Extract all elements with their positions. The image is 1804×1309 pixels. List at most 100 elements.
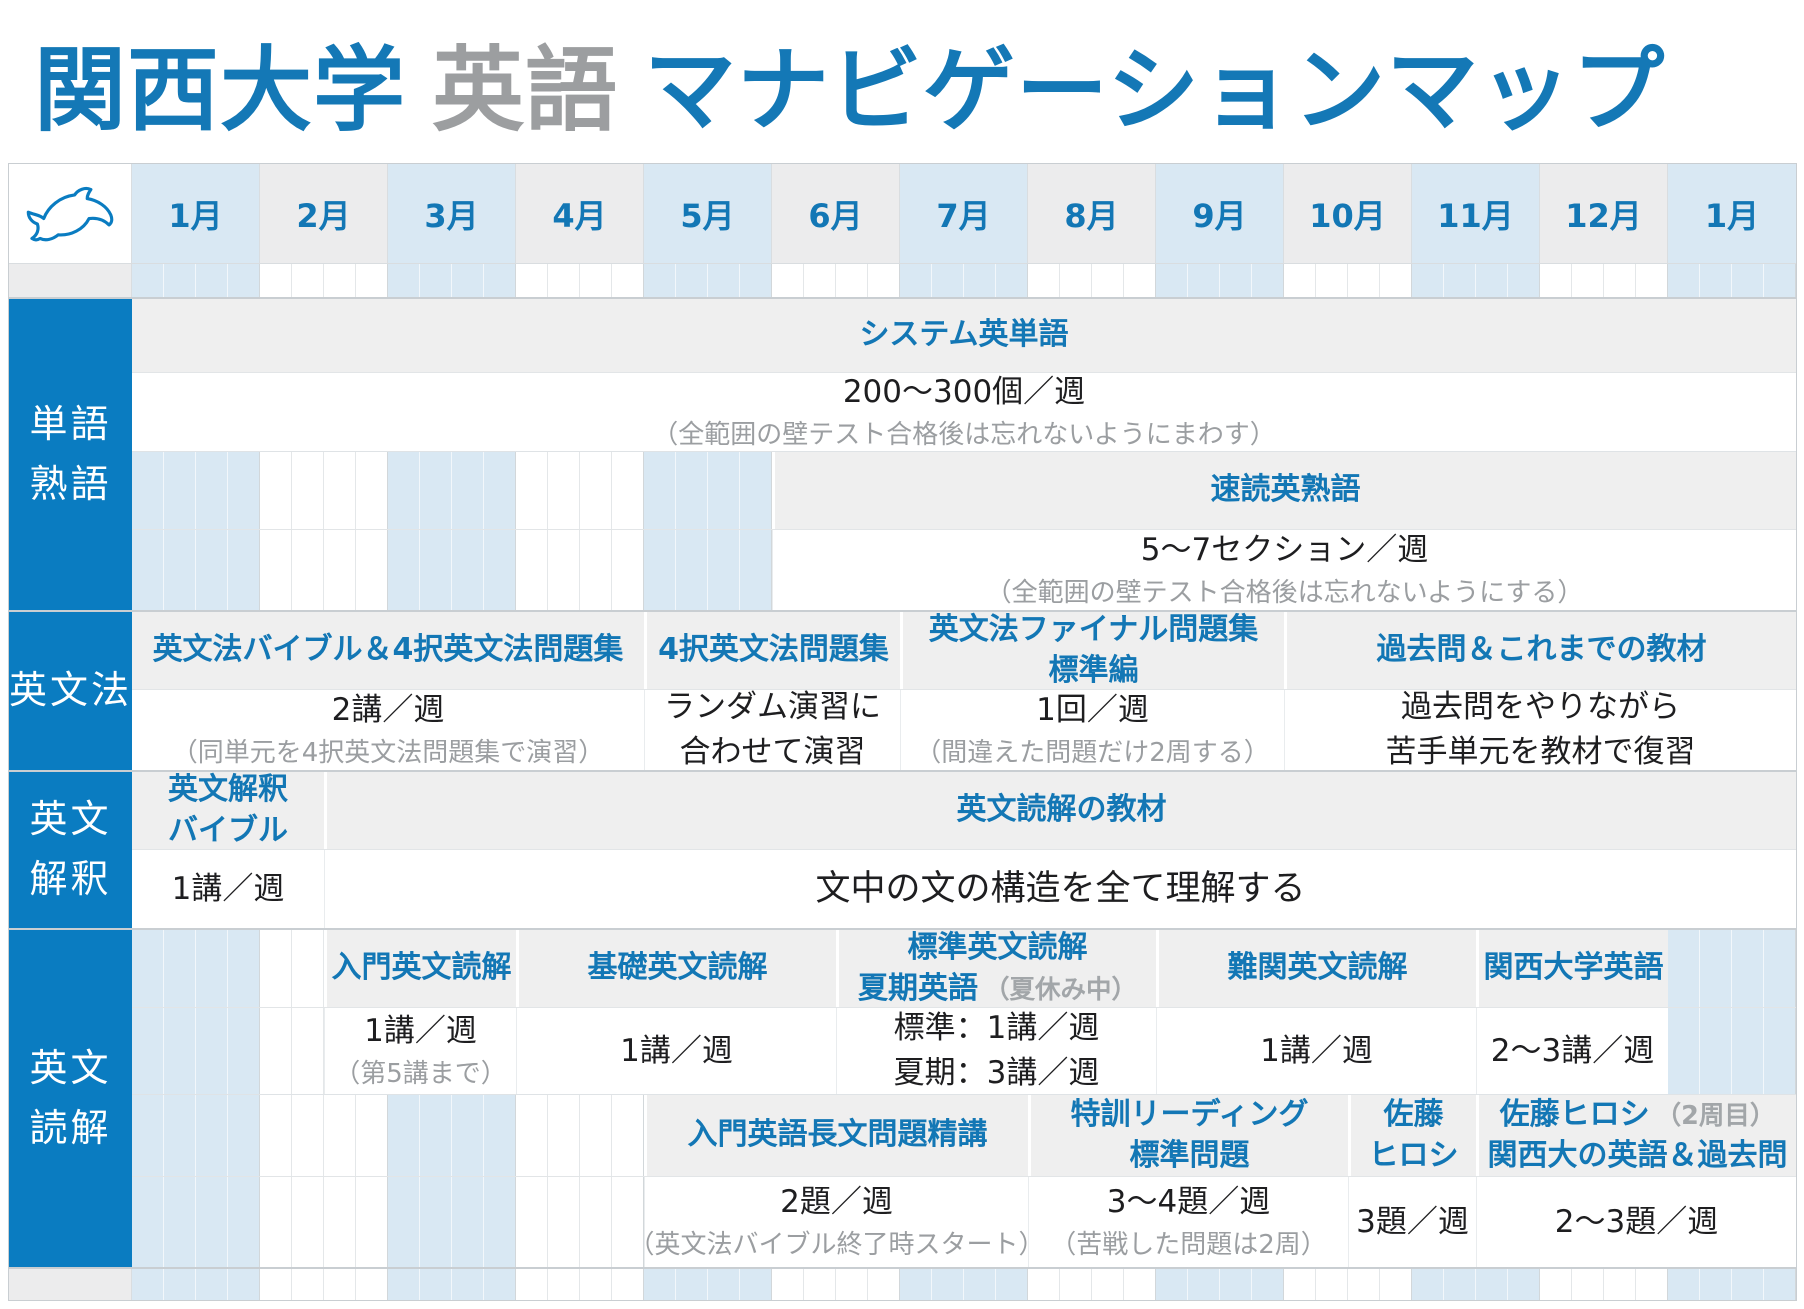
week-cell [1732,1008,1764,1094]
week-cell [1572,1269,1604,1300]
week-cell [1700,930,1732,1007]
course-title-note: （2周目） [1655,1101,1776,1131]
week-cell [964,1269,996,1300]
week-cell [836,264,868,297]
week-cell [228,452,260,529]
week-cell [900,1269,932,1300]
course-content-cell: 3〜4題／週 （苦戦した問題は2周） [1028,1177,1348,1267]
course-title-cell: 入門英語長文問題精講 [644,1095,1028,1176]
week-cell [196,1177,228,1267]
week-cell [644,452,676,529]
page-title-school: 関西大学 [34,37,407,144]
week-cell [420,1269,452,1300]
section-label: 英文 読解 [9,930,132,1267]
week-cell [1156,1269,1188,1300]
week-cell [132,1095,164,1176]
week-cell [708,264,740,297]
week-cell [580,452,612,529]
week-cell [388,1177,420,1267]
dolphin-icon [26,186,114,241]
week-cell [260,1095,292,1176]
course-title-text: 関西大学英語 [1483,950,1664,986]
course-band: 英文法バイブル＆4択英文法問題集 4択英文法問題集 英文法ファイナル問題集 標準編 過去… [132,612,1796,770]
week-cell [1380,1269,1412,1300]
month-header-cell: 9月 [1156,164,1284,263]
course-title-cell: 英文法バイブル＆4択英文法問題集 [132,612,644,689]
month-header-cell: 4月 [516,164,644,263]
course-content-main: 3題／週 [1356,1203,1469,1240]
course-title-line: 難関英文読解 [1228,948,1408,989]
week-cell [260,1269,292,1300]
course-title-line: 関西大学英語 [1484,948,1664,989]
course-content-main: ランダム演習に [664,690,881,726]
week-cell [1476,264,1508,297]
week-cell [228,930,260,1007]
course-band: 入門英文読解 基礎英文読解 標準英文読解 夏期英語 （夏休み中） 難関英文読解 関西大学英語… [132,930,1796,1094]
week-cell [228,1177,260,1267]
page-title: 関西大学 英語 マナビゲーションマップ [0,0,1804,163]
week-cell [580,1095,612,1176]
week-cell [1668,930,1700,1007]
week-cell [1508,1269,1540,1300]
week-cell [1732,264,1764,297]
week-cell [164,1177,196,1267]
footer-week-row [9,1267,1796,1300]
week-cell [420,264,452,297]
week-cell [484,1177,516,1267]
course-content-cell: 1講／週 （第5講まで） [324,1008,516,1094]
course-content-row: 2題／週 （英文法バイブル終了時スタート） 3〜4題／週 （苦戦した問題は2周） 3題／… [132,1177,1796,1267]
week-cell [452,1269,484,1300]
week-cell [996,264,1028,297]
course-content-note: （同単元を4択英文法問題集で演習） [171,738,605,769]
course-title-cell: システム英単語 [132,299,1796,372]
course-content-cell: 2講／週 （同単元を4択英文法問題集で演習） [132,690,644,770]
week-cell [388,1269,420,1300]
course-content-note: （英文法バイブル終了時スタート） [644,1230,1028,1261]
course-title-line: 佐藤 [1384,1095,1444,1136]
week-cell [676,1269,708,1300]
week-cell [164,930,196,1007]
week-cell [388,530,420,610]
week-cell [452,1177,484,1267]
week-cell [1124,264,1156,297]
course-content-row: 2講／週 （同単元を4択英文法問題集で演習） ランダム演習に 合わせて演習 1回／週 （間… [132,690,1796,770]
course-title-text: 標準問題 [1129,1137,1250,1173]
course-title-cell: 英文解釈 バイブル [132,772,324,849]
course-title-cell: 4択英文法問題集 [644,612,900,689]
week-cell [1572,264,1604,297]
course-title-line: 特訓リーディング [1071,1095,1309,1136]
week-cell [292,452,324,529]
course-content-main: 合わせて演習 [679,734,866,770]
course-content-cell: 2題／週 （英文法バイブル終了時スタート） [644,1177,1028,1267]
week-cell [1220,1269,1252,1300]
week-cell [900,264,932,297]
week-cell [1764,1269,1796,1300]
week-cell [292,1008,324,1094]
week-cell [132,1177,164,1267]
week-cell [516,264,548,297]
section-4: 英文 読解 入門英文読解 基礎英文読解 標準英文読解 夏期英語 （夏休み中） 難関英文読解 関西… [9,928,1796,1267]
course-content-main: 苦手単元を教材で復習 [1385,734,1696,770]
week-cell [1540,1269,1572,1300]
week-cell [1412,264,1444,297]
week-cell [964,264,996,297]
course-title-line: システム英単語 [859,315,1068,356]
course-title-line: 関西大の英語＆過去問 [1488,1136,1788,1177]
course-content-note: （第5講まで） [334,1059,507,1090]
section-body: システム英単語 200〜300個／週 （全範囲の壁テスト合格後は忘れないようにまわす… [132,299,1796,610]
course-title-cell: 標準英文読解 夏期英語 （夏休み中） [836,930,1156,1007]
month-header-cell: 5月 [644,164,772,263]
week-cell [772,264,804,297]
week-cell [548,264,580,297]
week-cell [612,452,644,529]
course-title-text: 英文解釈 [168,772,288,807]
course-title-row: 入門英語長文問題精講 特訓リーディング 標準問題 佐藤 ヒロシ 佐藤ヒロシ （2周目） 関西大… [132,1095,1796,1177]
course-content-cell: ランダム演習に 合わせて演習 [644,690,900,770]
course-content-main: 2〜3題／週 [1554,1203,1719,1240]
page-title-subject: 英語 [432,37,619,144]
week-cell [740,452,772,529]
month-header-cell: 10月 [1284,164,1412,263]
course-title-row: 入門英文読解 基礎英文読解 標準英文読解 夏期英語 （夏休み中） 難関英文読解 関西大学英語 [132,930,1796,1008]
week-cell [1700,264,1732,297]
section-1: 単語 熟語 システム英単語 200〜300個／週 （全範囲の壁テスト合格後は忘れないよう… [9,297,1796,610]
